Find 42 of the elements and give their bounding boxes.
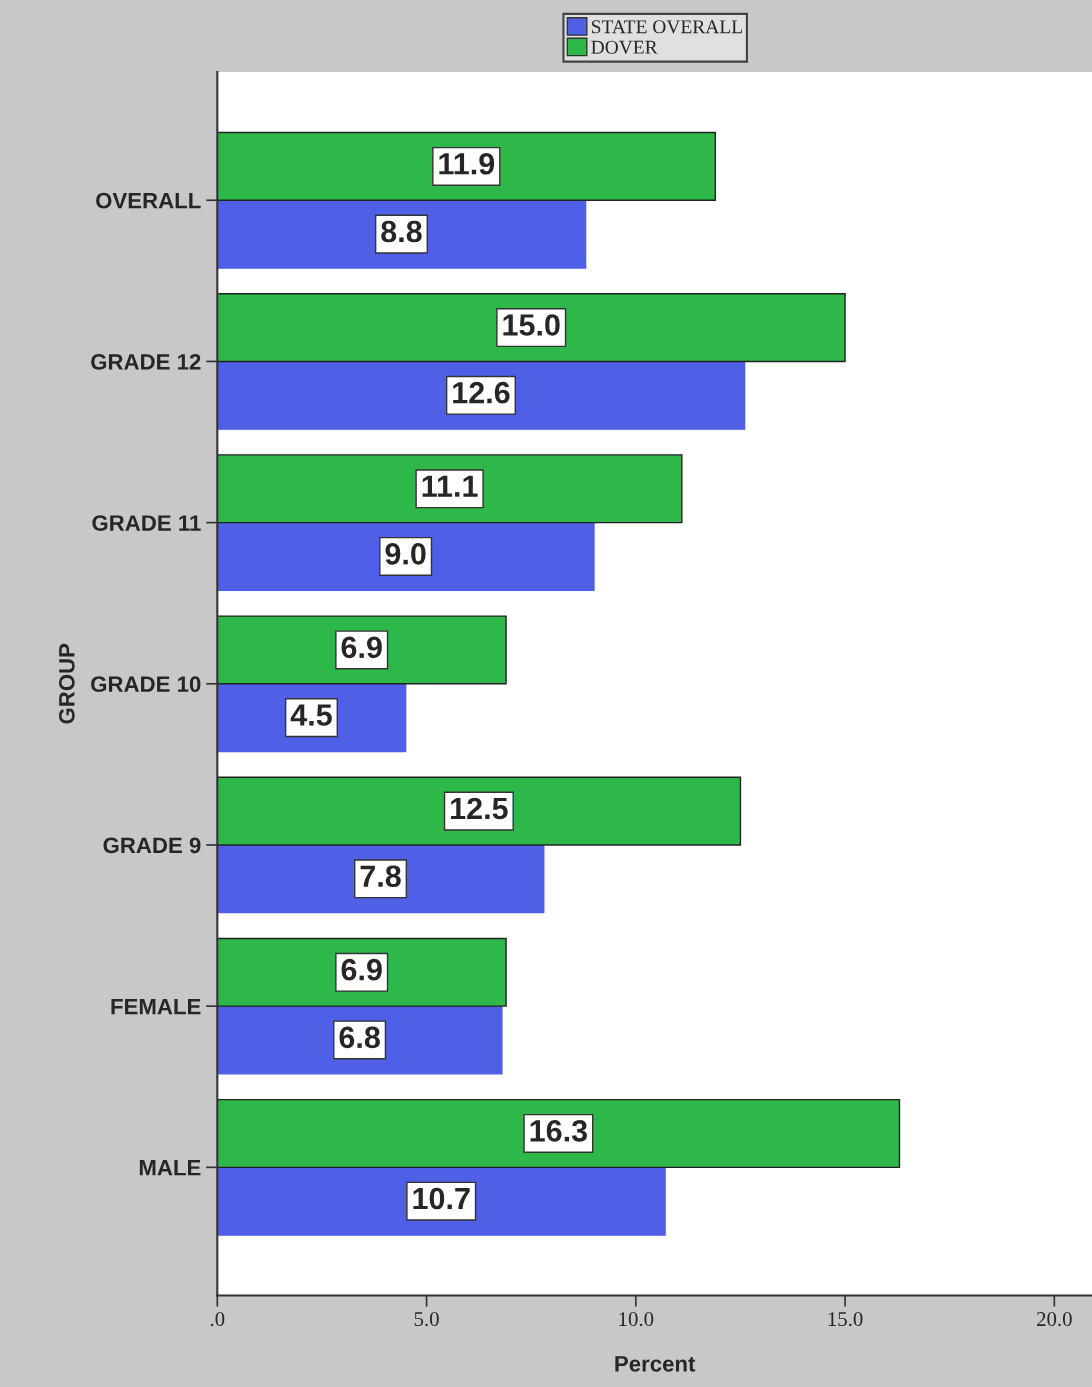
data-label: 12.6: [453, 381, 510, 404]
bar: [217, 293, 846, 363]
y-tick-label: GRADE 12: [91, 353, 201, 370]
y-tick-label: MALE: [139, 1160, 201, 1176]
bar: [217, 776, 742, 846]
data-label: 10.7: [413, 1187, 470, 1210]
data-label: 8.8: [381, 220, 422, 243]
data-label: 4.5: [290, 704, 332, 726]
x-tick-label: 15.0: [828, 1312, 863, 1327]
bar: [217, 521, 595, 592]
bar: [217, 1098, 901, 1169]
data-label: 11.9: [439, 152, 495, 175]
legend-label: STATE OVERALL: [591, 20, 742, 34]
bar: [217, 454, 683, 524]
data-label: 6.9: [341, 958, 382, 981]
data-label: 6.9: [341, 636, 382, 659]
y-tick-label: FEMALE: [111, 998, 201, 1015]
x-tick-label: 10.0: [619, 1312, 654, 1327]
x-tick-label: .0: [210, 1312, 225, 1327]
y-tick-label: GRADE 9: [103, 837, 201, 854]
x-axis-title: Percent: [615, 1356, 696, 1372]
data-label: 7.8: [360, 865, 401, 888]
data-label: 11.1: [422, 475, 478, 497]
data-label: 15.0: [503, 314, 560, 336]
bar: [217, 844, 545, 914]
bar: [217, 1166, 666, 1236]
y-tick-label: GRADE 11: [92, 515, 201, 531]
bar: [217, 199, 587, 269]
bar: [217, 615, 507, 685]
x-tick-label: 5.0: [414, 1312, 439, 1327]
y-tick-label: OVERALL: [96, 192, 201, 209]
data-label: 12.5: [451, 797, 508, 820]
data-label: 16.3: [530, 1120, 588, 1142]
x-tick-label: 20.0: [1037, 1312, 1072, 1327]
legend-label: DOVER: [591, 40, 658, 54]
bar: [217, 131, 717, 201]
data-label: 6.8: [339, 1026, 380, 1049]
y-tick-label: GRADE 10: [91, 676, 201, 693]
bar: [217, 937, 507, 1007]
y-axis-title: GROUP: [58, 643, 75, 724]
bar: [217, 360, 746, 430]
data-label: 9.0: [385, 543, 426, 565]
